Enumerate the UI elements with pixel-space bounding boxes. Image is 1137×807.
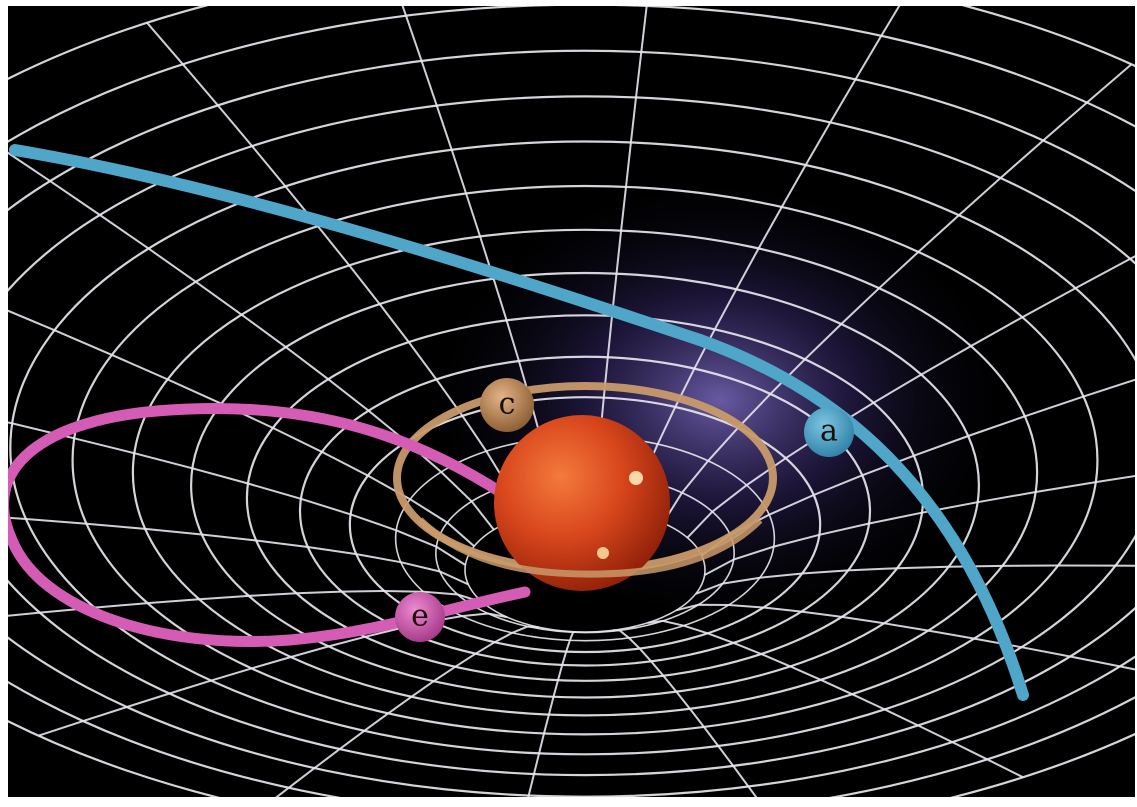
grid-spoke [704,474,1135,576]
grid-spoke [686,255,1135,539]
marker-e-icon: e [395,592,445,642]
grid-spoke [647,619,1024,779]
grid-spoke [701,378,1135,557]
grid-ring [9,140,1135,756]
grid-spoke [8,589,483,617]
grid-spoke [612,629,758,797]
grid-spoke [8,421,466,566]
grid-spoke [675,603,1135,671]
grid-ring [298,355,872,667]
grid-spoke [275,625,539,797]
grid-ring [348,396,822,654]
trajectory-a-path [9,144,1029,701]
grid-ring [71,184,1099,736]
grid-ring [8,49,1135,797]
marker-c-icon: c [480,378,534,432]
star-flare [629,471,643,485]
grid-ring [8,95,1135,777]
marker-c-label: c [499,387,516,422]
grid-spoke [146,22,524,518]
grid-spoke [8,516,469,586]
marker-a-icon: a [804,407,854,457]
grid-spoke [527,630,576,797]
grid-ring [189,271,981,699]
marker-a-label: a [820,414,838,449]
grid-spoke [8,151,495,531]
grid-spoke [38,612,508,737]
grid-ring [131,228,1039,717]
grid-spoke [630,6,901,514]
orbit-e-path [8,402,531,648]
star-flare [597,547,609,559]
marker-e-label: e [411,599,429,634]
star-sphere-icon [494,415,670,591]
grid-spoke [662,63,1133,524]
orbit-c-front-arc [417,517,763,578]
